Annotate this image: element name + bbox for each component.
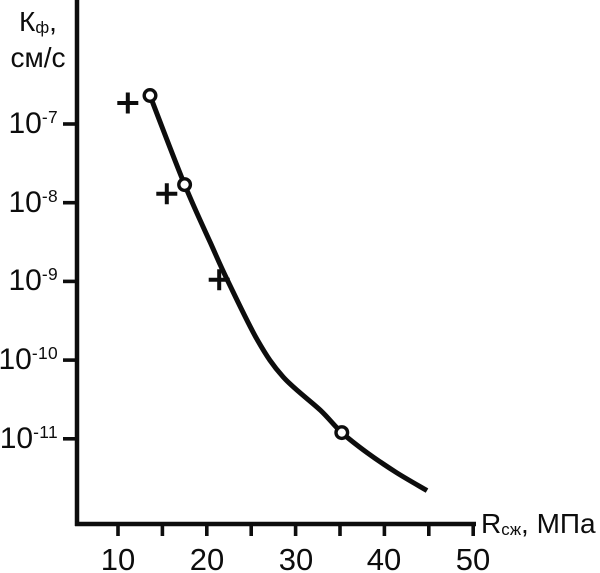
circle-markers: [142, 87, 350, 441]
y-tick-label-1e-11: 10-11: [0, 422, 58, 455]
x-axis-symbol: R: [481, 508, 502, 539]
x-axis-ticks: [116, 524, 476, 536]
y-axis-symbol-suffix: ,: [49, 6, 57, 37]
circle-data-point: [177, 177, 193, 193]
x-tick-label-30: 30: [278, 542, 314, 573]
x-tick-label-50: 50: [455, 542, 491, 573]
y-tick-label-1e-7: 10-7: [8, 107, 58, 140]
y-tick-label-1e-10: 10-10: [0, 343, 58, 376]
x-axis-title: Rсж, МПа: [481, 507, 596, 545]
x-tick-label-20: 20: [189, 542, 225, 573]
x-axis-symbol-subscript: сж: [501, 520, 522, 540]
plus-data-point: [208, 269, 230, 291]
x-tick-label-40: 40: [366, 542, 402, 573]
x-tick-label-10: 10: [100, 542, 136, 573]
y-axis-symbol: К: [19, 6, 36, 37]
plus-data-point: [117, 92, 139, 114]
y-axis-symbol-subscript: ф: [35, 18, 50, 38]
y-tick-label-1e-9: 10-9: [8, 264, 58, 297]
circle-data-point: [334, 425, 350, 441]
y-axis-symbol-line: Кф,: [0, 6, 76, 42]
plus-markers: [117, 92, 230, 291]
plus-data-point: [156, 183, 178, 205]
circle-data-point: [142, 87, 158, 103]
y-tick-label-1e-8: 10-8: [8, 186, 58, 219]
fit-curve: [147, 94, 429, 493]
x-axis-title-suffix: , МПа: [521, 508, 596, 539]
y-axis-title: Кф, см/с: [0, 6, 76, 74]
y-axis-ticks: [63, 122, 79, 441]
y-axis-units: см/с: [10, 42, 66, 73]
